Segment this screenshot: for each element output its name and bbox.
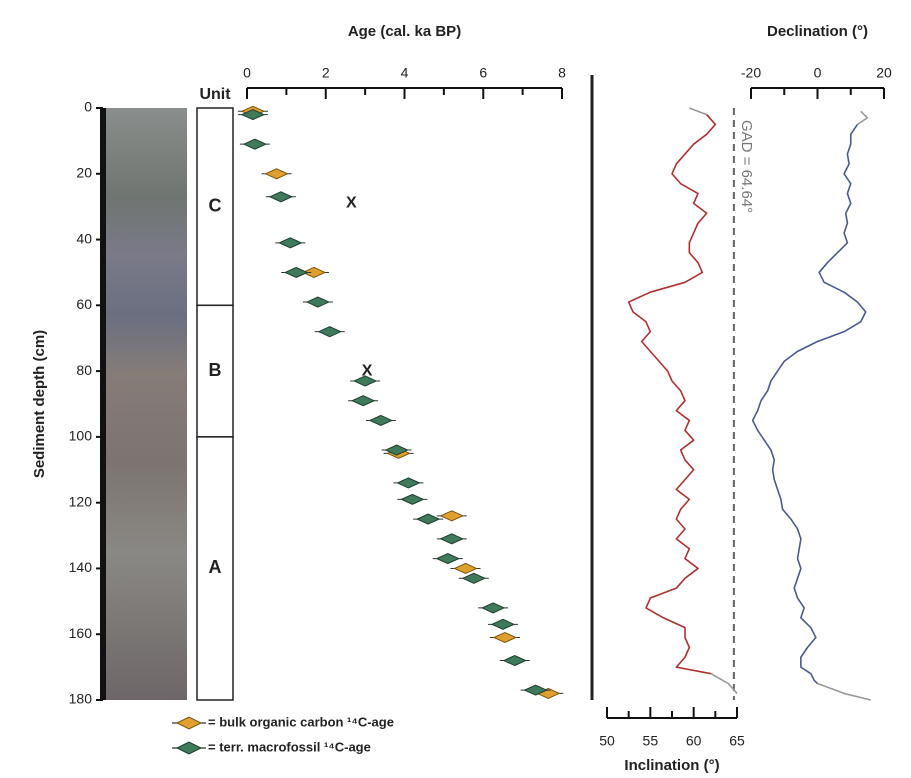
unit-box [196, 107, 234, 307]
age-point [480, 602, 506, 614]
x-tick-label: 55 [643, 733, 659, 749]
x-axis-title: Age (cal. ka BP) [348, 23, 461, 40]
age-point [492, 631, 518, 644]
y-tick-label: 120 [69, 493, 93, 509]
y-tick-label: 40 [76, 230, 92, 246]
age-point [400, 493, 425, 505]
age-point [350, 395, 376, 407]
core-photo [106, 108, 187, 700]
age-point [396, 477, 421, 489]
legend-label: = bulk organic carbon ¹⁴C-age [208, 714, 394, 729]
units-header: Unit [199, 86, 231, 103]
age-point [268, 191, 294, 203]
y-tick-label: 180 [69, 691, 93, 707]
age-point [284, 266, 309, 278]
age-point [368, 414, 394, 426]
y-tick-label: 160 [69, 625, 93, 641]
x-tick-label: -20 [741, 65, 761, 81]
age-point [415, 513, 441, 525]
unit-label: B [209, 360, 222, 380]
unit-label: C [209, 195, 222, 215]
x-tick-label: 65 [729, 733, 745, 749]
legend-label: = terr. macrofossil ¹⁴C-age [208, 739, 371, 754]
age-point [523, 684, 548, 696]
y-tick-label: 0 [84, 99, 92, 115]
x-tick-label: 20 [876, 65, 892, 81]
x-tick-label: 0 [243, 65, 251, 81]
age-point [490, 618, 516, 630]
x-tick-label: 60 [686, 733, 702, 749]
profile-line [710, 672, 738, 694]
profile-line [856, 110, 869, 126]
age-point [461, 572, 487, 584]
age-point [305, 296, 331, 308]
profile-line [751, 123, 867, 685]
y-tick-label: 140 [69, 559, 93, 575]
reference-label: GAD = 64.64° [738, 120, 755, 213]
x-axis-title: Declination (°) [767, 23, 868, 40]
x-tick-label: 8 [558, 65, 566, 81]
profile-line [689, 107, 707, 116]
legend-marker [175, 716, 203, 730]
y-tick-label: 20 [76, 164, 92, 180]
age-point [242, 138, 268, 150]
age-point [264, 168, 289, 180]
age-point [384, 444, 409, 456]
x-axis-title: Inclination (°) [624, 757, 719, 774]
unit-box [196, 436, 234, 701]
unit-label: A [209, 557, 222, 577]
y-tick-label: 80 [76, 362, 92, 378]
profile-line [627, 114, 717, 675]
y-tick-label: 60 [76, 296, 92, 312]
outlier-marker: X [362, 362, 373, 379]
age-point [301, 266, 327, 278]
age-point [439, 533, 464, 545]
legend-marker [175, 741, 203, 755]
x-tick-label: 0 [814, 65, 822, 81]
age-point [502, 654, 527, 667]
age-point [240, 109, 266, 121]
outlier-marker: X [346, 195, 357, 212]
y-axis-title: Sediment depth (cm) [31, 330, 48, 478]
x-tick-label: 2 [322, 65, 330, 81]
age-point [435, 553, 461, 565]
age-point [453, 562, 478, 574]
profile-line [817, 682, 871, 701]
x-tick-label: 50 [599, 733, 615, 749]
x-tick-label: 4 [401, 65, 409, 81]
age-point [278, 237, 303, 249]
x-tick-label: 6 [479, 65, 487, 81]
age-point [352, 375, 378, 387]
age-point [439, 510, 464, 522]
age-point [317, 326, 342, 338]
y-tick-label: 100 [69, 428, 93, 444]
unit-box [196, 304, 234, 438]
